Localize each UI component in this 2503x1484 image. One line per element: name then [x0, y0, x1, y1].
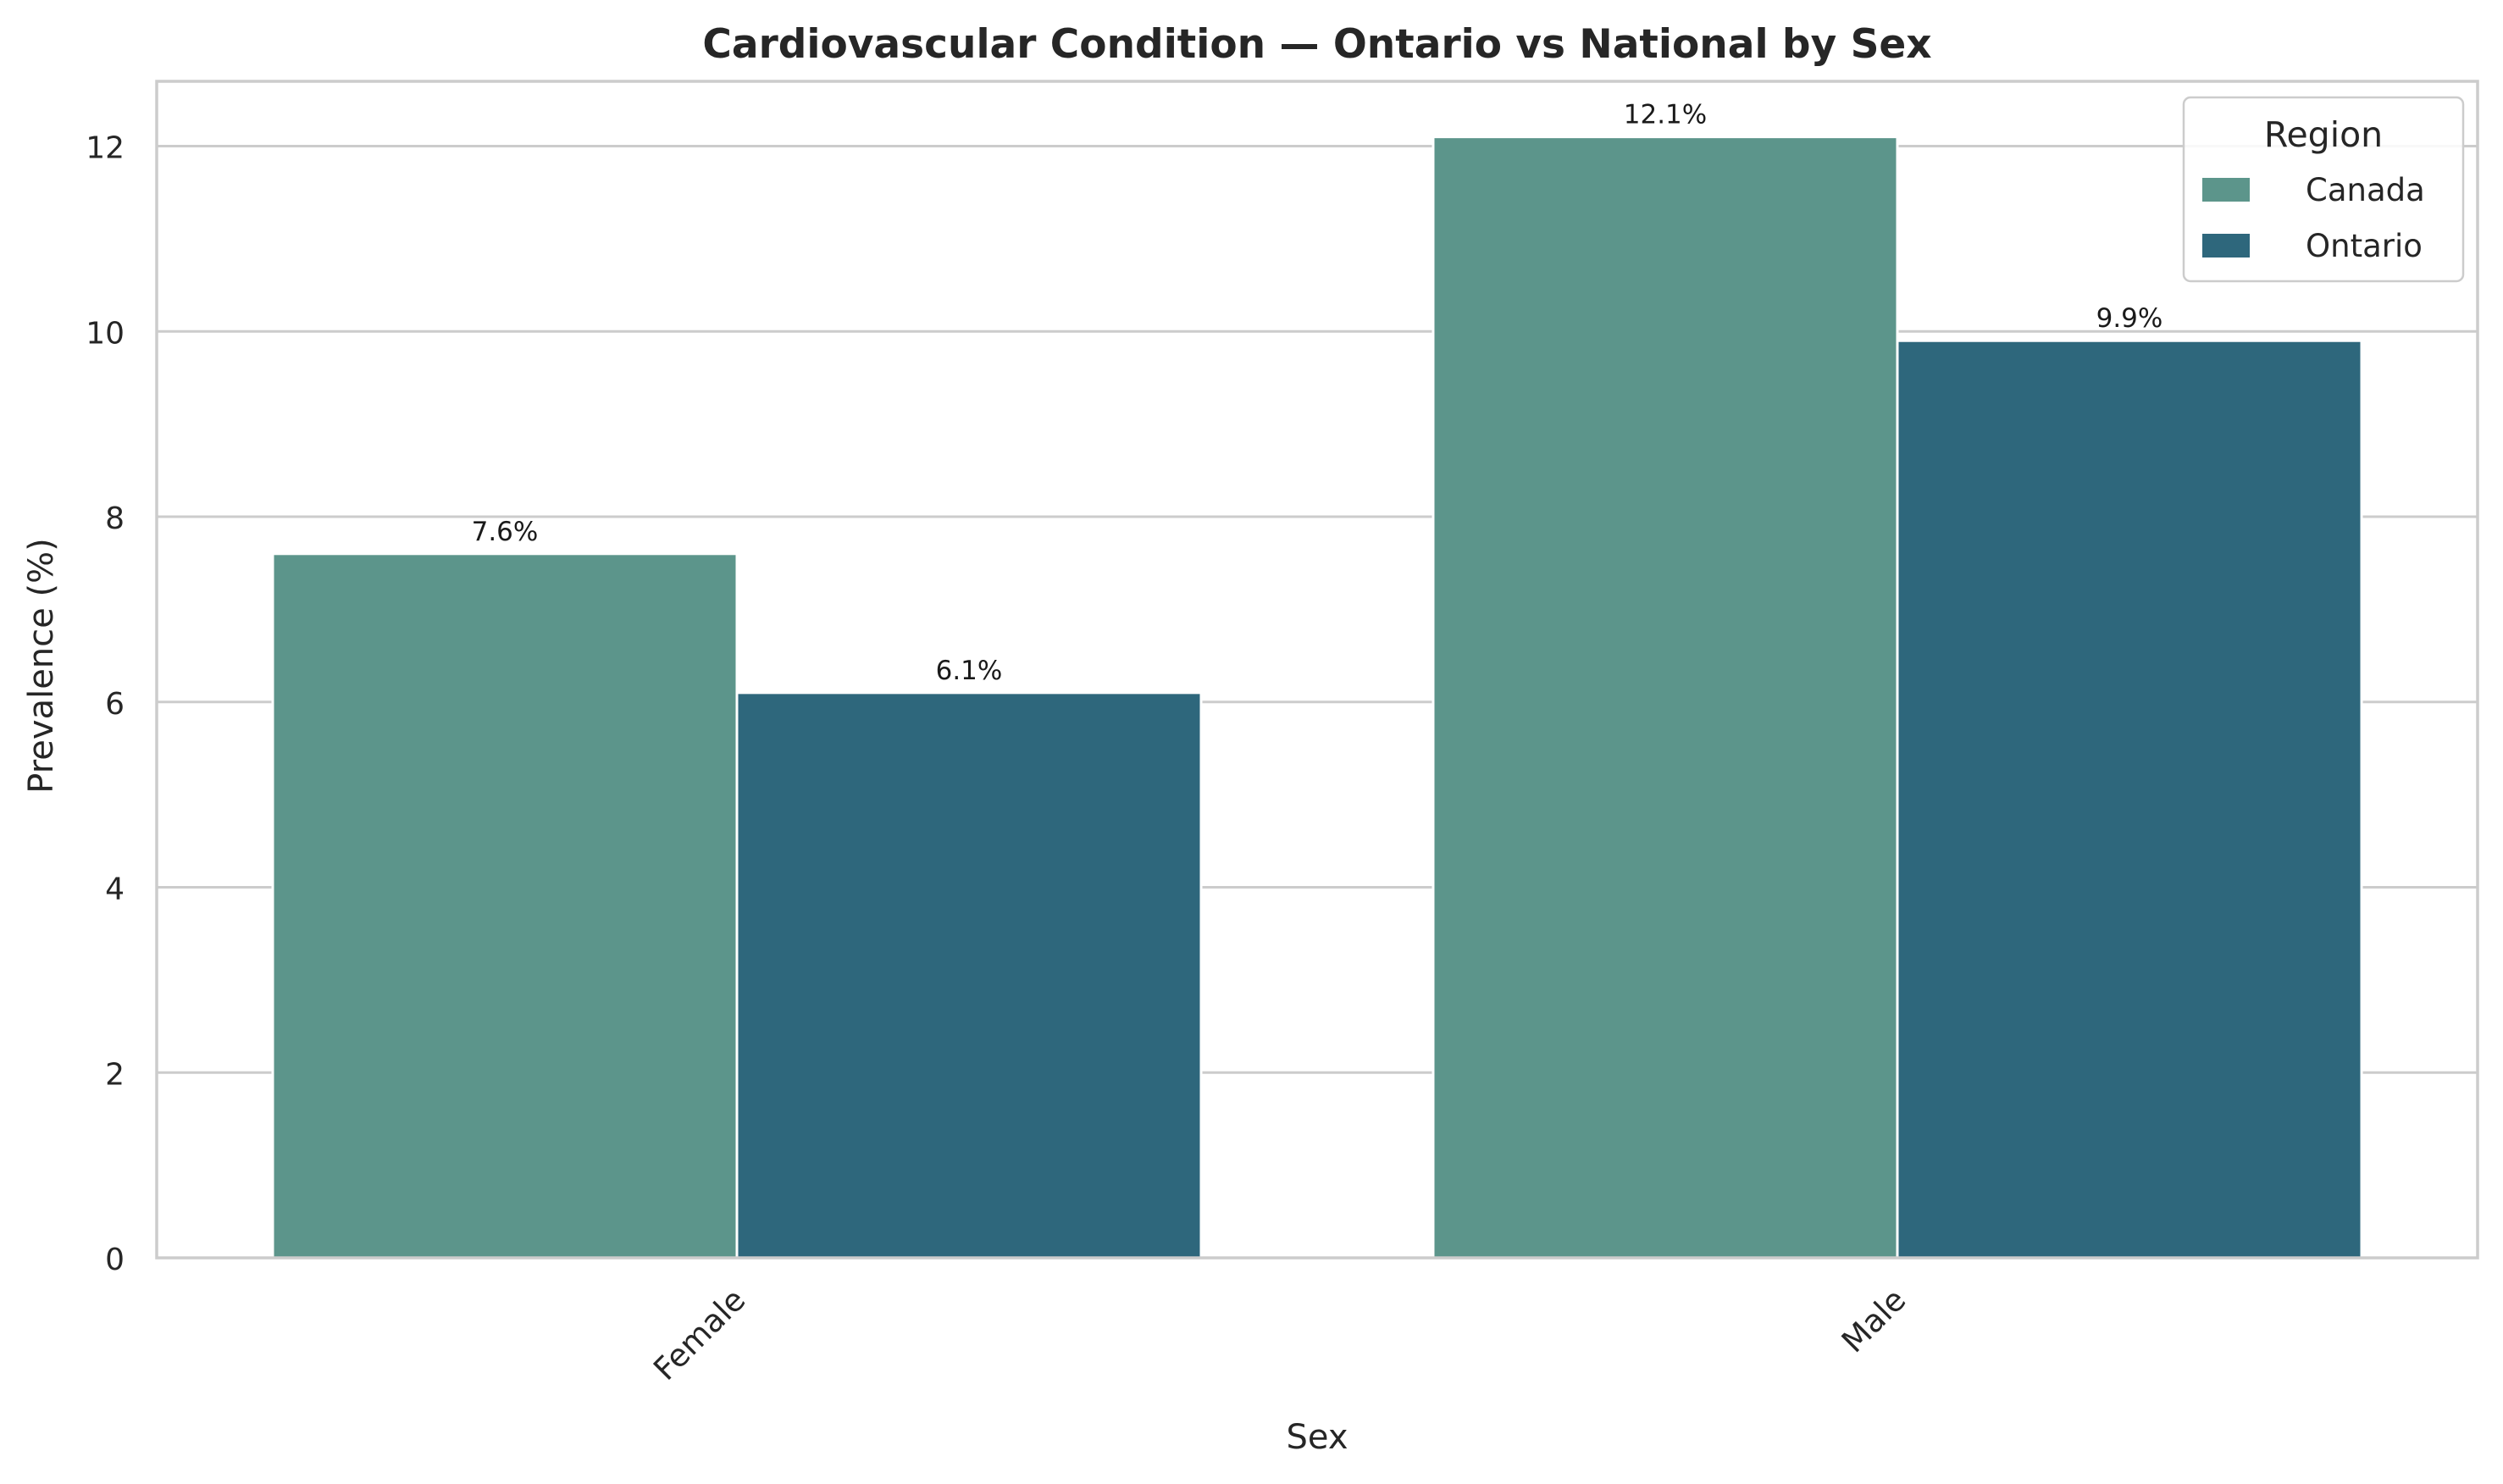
bar-ontario-female — [735, 691, 1203, 1260]
legend-items: Canada Ontario — [2202, 172, 2425, 264]
y-tick-label-0: 0 — [105, 1243, 125, 1277]
legend-item-ontario: Ontario — [2202, 228, 2423, 264]
x-axis-label: Sex — [1287, 1418, 1348, 1457]
y-axis-label: Prevalence (%) — [22, 538, 61, 793]
legend-label-ontario: Ontario — [2306, 228, 2423, 264]
legend-swatch-ontario — [2202, 234, 2250, 257]
legend-box — [2182, 96, 2465, 283]
y-tick-label-4: 4 — [105, 872, 125, 907]
y-tick-label-12: 12 — [86, 131, 125, 166]
bar-label-ontario-female: 6.1% — [936, 656, 1003, 686]
y-tick-label-10: 10 — [86, 316, 125, 351]
legend-swatch-canada — [2202, 178, 2250, 202]
chart-title: Cardiovascular Condition — Ontario vs Na… — [702, 21, 1931, 68]
bar-label-canada-male: 12.1% — [1624, 100, 1707, 130]
legend-label-canada: Canada — [2306, 172, 2425, 208]
legend-item-canada: Canada — [2202, 172, 2425, 208]
y-tick-labels: 0 2 4 6 8 10 12 — [86, 131, 125, 1277]
bar-canada-female — [271, 552, 739, 1260]
bar-ontario-male — [1896, 339, 2363, 1260]
legend-title: Region — [2264, 114, 2383, 155]
plot-frame — [155, 80, 2479, 1260]
bar-canada-male — [1431, 136, 1899, 1260]
y-tick-label-6: 6 — [105, 687, 125, 722]
y-tick-label-8: 8 — [105, 501, 125, 536]
bar-label-ontario-male: 9.9% — [2096, 303, 2163, 334]
bar-label-canada-female: 7.6% — [472, 517, 539, 547]
bar-value-labels: 7.6% 6.1% 12.1% 9.9% — [472, 100, 2163, 686]
legend: Region Canada Ontario — [2182, 96, 2465, 283]
y-tick-label-2: 2 — [105, 1057, 125, 1092]
